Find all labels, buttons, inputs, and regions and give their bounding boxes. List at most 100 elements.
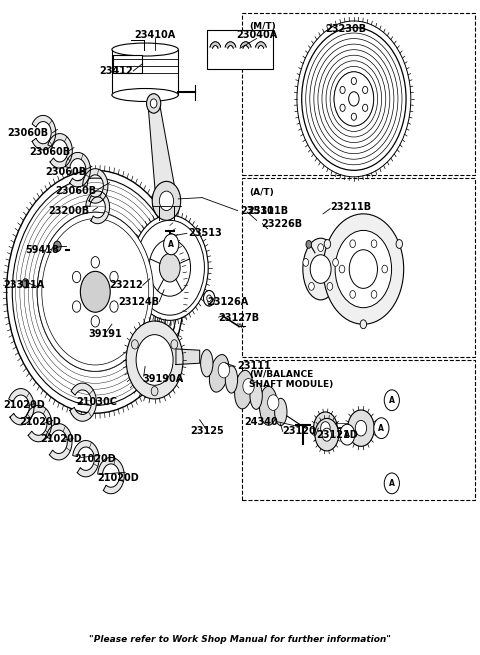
Circle shape xyxy=(322,428,332,441)
Text: 23311B: 23311B xyxy=(247,206,288,215)
Circle shape xyxy=(333,259,338,267)
Circle shape xyxy=(301,28,406,170)
Circle shape xyxy=(66,252,124,331)
Text: 23111: 23111 xyxy=(238,362,271,371)
Ellipse shape xyxy=(235,370,253,409)
Text: A: A xyxy=(168,240,174,249)
Bar xyxy=(242,360,475,500)
Text: 21020D: 21020D xyxy=(41,434,83,444)
Circle shape xyxy=(132,340,138,349)
Polygon shape xyxy=(225,42,236,48)
Polygon shape xyxy=(48,134,72,168)
Polygon shape xyxy=(46,424,72,460)
Text: A: A xyxy=(344,430,350,439)
Polygon shape xyxy=(210,42,221,48)
Text: 23060B: 23060B xyxy=(46,166,86,177)
Text: "Please refer to Work Shop Manual for further information": "Please refer to Work Shop Manual for fu… xyxy=(89,635,391,645)
Circle shape xyxy=(149,239,191,296)
Text: 23211B: 23211B xyxy=(330,202,371,212)
Text: 23212: 23212 xyxy=(109,280,143,290)
Circle shape xyxy=(340,86,345,94)
Ellipse shape xyxy=(303,238,338,300)
Circle shape xyxy=(350,240,356,248)
Text: 39191: 39191 xyxy=(88,329,121,339)
Circle shape xyxy=(7,170,184,413)
Circle shape xyxy=(339,265,345,273)
Ellipse shape xyxy=(250,382,262,409)
Circle shape xyxy=(350,291,356,298)
Circle shape xyxy=(207,295,212,301)
Text: 23124B: 23124B xyxy=(118,297,159,307)
Circle shape xyxy=(303,259,309,267)
Circle shape xyxy=(327,282,333,290)
Text: 23513: 23513 xyxy=(188,229,222,238)
Text: 23125: 23125 xyxy=(190,426,224,436)
Text: 21020D: 21020D xyxy=(3,400,45,411)
Ellipse shape xyxy=(260,386,277,425)
Circle shape xyxy=(348,410,374,446)
Text: 23230B: 23230B xyxy=(325,24,367,34)
Circle shape xyxy=(340,424,355,445)
Polygon shape xyxy=(26,405,52,442)
Circle shape xyxy=(110,301,118,312)
Circle shape xyxy=(335,231,392,308)
Bar xyxy=(207,30,273,69)
Ellipse shape xyxy=(112,43,179,56)
Text: 23126A: 23126A xyxy=(207,297,248,307)
Text: A: A xyxy=(378,424,384,433)
Ellipse shape xyxy=(225,365,238,393)
Text: A: A xyxy=(389,396,395,405)
Circle shape xyxy=(340,104,345,111)
Circle shape xyxy=(362,86,368,94)
Circle shape xyxy=(132,215,208,320)
Circle shape xyxy=(384,473,399,494)
Circle shape xyxy=(72,271,81,283)
Circle shape xyxy=(152,181,180,220)
Circle shape xyxy=(371,291,377,298)
Circle shape xyxy=(146,94,161,113)
Text: 23510: 23510 xyxy=(240,206,274,215)
Bar xyxy=(242,178,475,357)
Circle shape xyxy=(309,282,314,290)
Ellipse shape xyxy=(201,350,213,377)
Polygon shape xyxy=(240,42,251,48)
Circle shape xyxy=(91,316,99,327)
Text: 23311A: 23311A xyxy=(3,280,44,290)
Circle shape xyxy=(151,386,158,396)
Polygon shape xyxy=(73,441,99,477)
Polygon shape xyxy=(32,115,56,150)
Polygon shape xyxy=(210,42,221,48)
Circle shape xyxy=(360,320,367,329)
Circle shape xyxy=(159,253,180,282)
Circle shape xyxy=(313,412,337,444)
Polygon shape xyxy=(112,50,179,95)
Polygon shape xyxy=(225,42,236,48)
Bar xyxy=(242,12,475,175)
Text: 21020D: 21020D xyxy=(19,417,61,426)
Circle shape xyxy=(159,191,174,211)
Circle shape xyxy=(306,240,312,248)
Ellipse shape xyxy=(209,354,229,392)
Ellipse shape xyxy=(112,88,179,102)
Circle shape xyxy=(324,240,331,248)
Circle shape xyxy=(42,219,149,365)
Text: 23060B: 23060B xyxy=(8,128,48,138)
Text: 24340: 24340 xyxy=(244,417,278,426)
Circle shape xyxy=(37,212,154,371)
Text: 23226B: 23226B xyxy=(261,219,302,229)
Polygon shape xyxy=(255,42,266,48)
Text: (W/BALANCE
SHAFT MODULE): (W/BALANCE SHAFT MODULE) xyxy=(250,369,334,389)
Circle shape xyxy=(351,113,357,121)
Text: 21020D: 21020D xyxy=(97,473,139,483)
Circle shape xyxy=(135,220,204,315)
Circle shape xyxy=(321,422,330,435)
Text: 39190A: 39190A xyxy=(143,375,184,384)
Circle shape xyxy=(396,240,403,248)
Polygon shape xyxy=(98,457,124,494)
Circle shape xyxy=(323,214,404,324)
Circle shape xyxy=(54,241,61,252)
Text: A: A xyxy=(389,479,395,488)
Polygon shape xyxy=(65,153,90,187)
Text: 23121D: 23121D xyxy=(316,430,358,440)
Bar xyxy=(113,55,142,73)
